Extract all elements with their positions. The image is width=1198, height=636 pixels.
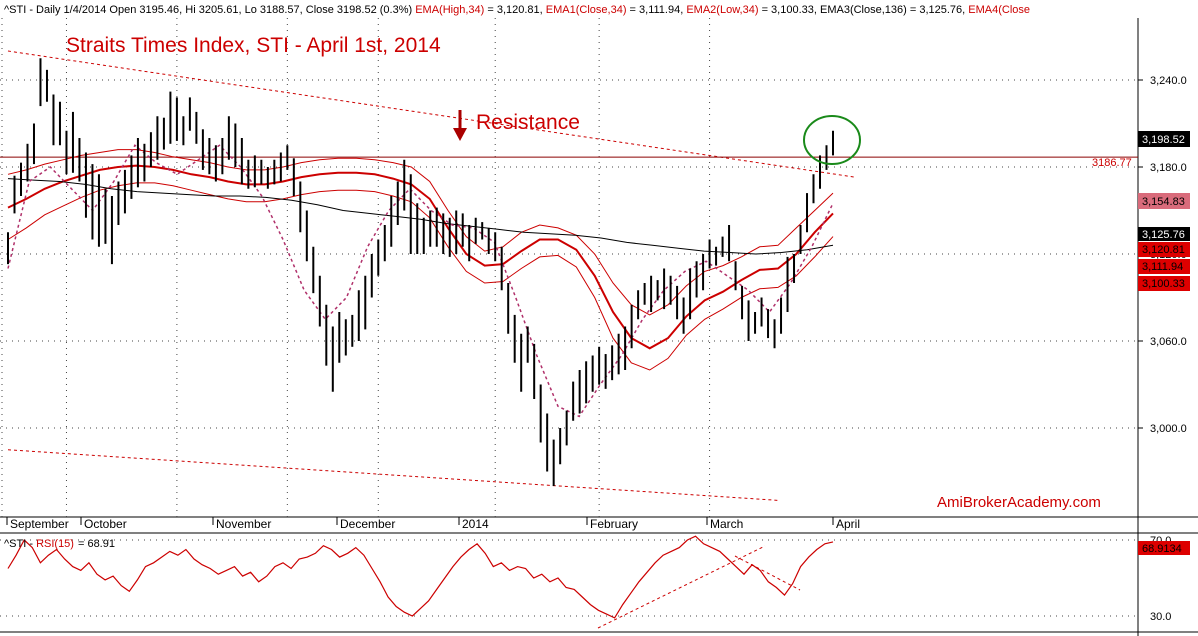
- tag-rsi-text: 68.9134: [1142, 543, 1182, 555]
- rsi-header-value: = 68.91: [78, 538, 115, 550]
- x-month-label-5: February: [590, 517, 638, 531]
- rsi-trendline-down: [734, 555, 801, 591]
- tag-ema-high: 3,120.81: [1138, 242, 1190, 257]
- ema-series-3: [7, 182, 834, 371]
- tag-ema-low: 3,100.33: [1138, 276, 1190, 291]
- resistance-label: Resistance: [476, 111, 580, 134]
- ema-series-1: [7, 149, 834, 316]
- tag-ema-close: 3,111.94: [1138, 259, 1190, 274]
- header-ema2-label: EMA1(Close,34): [545, 4, 627, 16]
- x-month-label-7: April: [836, 517, 860, 531]
- tag-close: 3,198.52: [1138, 131, 1190, 147]
- chart-title: Straits Times Index, STI - April 1st, 20…: [66, 34, 441, 57]
- rsi-header: ^STI - RSI(15) = 68.91: [4, 538, 115, 550]
- y-tick-label-4: 3,000.0: [1150, 423, 1187, 435]
- chart-header: ^STI - Daily 1/4/2014 Open 3195.46, Hi 3…: [4, 4, 1134, 16]
- x-month-label-3: December: [340, 517, 395, 531]
- header-ema2-value: = 3,111.94,: [629, 4, 684, 16]
- header-ema3-label: EMA2(Low,34): [686, 4, 759, 16]
- resistance-level-label: 3186.77: [1092, 157, 1132, 169]
- watermark: AmiBrokerAcademy.com: [937, 494, 1101, 511]
- header-ema1-value: = 3,120.81,: [487, 4, 543, 16]
- resistance-arrow-icon: [453, 110, 467, 141]
- rsi-trendline-up: [597, 545, 766, 629]
- rsi-header-prefix: ^STI -: [4, 538, 36, 550]
- ema-series-5: [7, 144, 834, 418]
- x-month-label-0: September: [10, 517, 69, 531]
- y-tick-label-1: 3,180.0: [1150, 162, 1187, 174]
- rsi-header-label: RSI(15): [36, 538, 74, 550]
- y-tick-label-0: 3,240.0: [1150, 75, 1187, 87]
- header-ema3-value: = 3,100.33,: [761, 4, 817, 16]
- tag-ema-close-text: 3,111.94: [1142, 261, 1183, 273]
- tag-ema4: 3,154.83: [1138, 193, 1190, 209]
- y-tick-label-3: 3,060.0: [1150, 336, 1187, 348]
- x-month-label-1: October: [84, 517, 127, 531]
- highlight-circle: [803, 115, 861, 165]
- ema-series-4: [7, 178, 834, 255]
- tag-ema3-text: 3,125.76: [1142, 229, 1185, 241]
- trendline-1: [7, 449, 781, 501]
- tag-close-text: 3,198.52: [1142, 134, 1185, 146]
- tag-ema-high-text: 3,120.81: [1142, 244, 1185, 256]
- tag-ema4-text: 3,154.83: [1142, 196, 1185, 208]
- tag-rsi: 68.9134: [1138, 541, 1190, 555]
- x-month-label-2: November: [216, 517, 271, 531]
- x-month-label-4: 2014: [462, 517, 489, 531]
- x-month-label-6: March: [710, 517, 743, 531]
- tag-ema3: 3,125.76: [1138, 227, 1190, 241]
- header-ema4-text: EMA3(Close,136) = 3,125.76,: [819, 4, 966, 16]
- header-symbol-ohlc: ^STI - Daily 1/4/2014 Open 3195.46, Hi 3…: [4, 4, 413, 16]
- trendline-0: [7, 50, 856, 178]
- header-ema5-label: EMA4(Close: [968, 4, 1031, 16]
- rsi-tick-label-1: 30.0: [1150, 611, 1171, 623]
- tag-ema-low-text: 3,100.33: [1142, 278, 1185, 290]
- header-ema1-label: EMA(High,34): [415, 4, 485, 16]
- ema-series-2: [7, 164, 834, 350]
- rsi-line: [7, 535, 834, 619]
